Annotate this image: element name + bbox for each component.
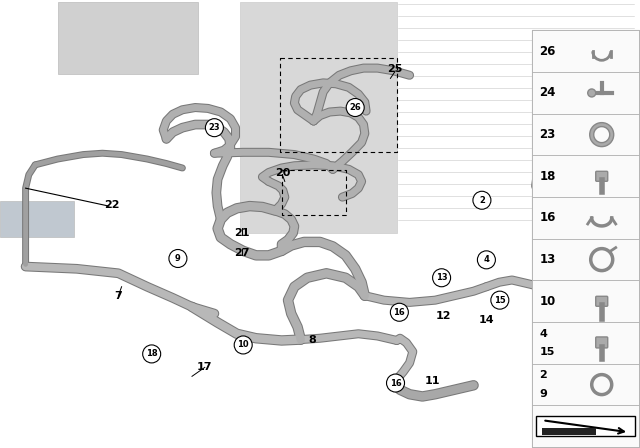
Circle shape [551, 123, 569, 141]
Circle shape [390, 303, 408, 321]
Circle shape [557, 170, 575, 188]
Text: 9: 9 [175, 254, 180, 263]
Text: 9: 9 [540, 389, 547, 399]
Text: 17: 17 [197, 362, 212, 372]
Text: 5: 5 [537, 284, 545, 294]
Circle shape [433, 269, 451, 287]
Text: 8: 8 [308, 336, 316, 345]
Text: 26: 26 [349, 103, 361, 112]
Circle shape [346, 99, 364, 116]
Circle shape [477, 251, 495, 269]
Text: 23: 23 [540, 128, 556, 141]
FancyBboxPatch shape [0, 201, 74, 237]
Bar [532, 114, 639, 155]
Bar [532, 364, 639, 405]
Text: 25: 25 [387, 65, 403, 74]
FancyBboxPatch shape [240, 2, 397, 233]
Text: 12: 12 [436, 311, 451, 321]
Text: 27: 27 [234, 248, 250, 258]
Text: 2: 2 [563, 175, 570, 184]
Text: 7: 7 [115, 291, 122, 301]
Text: 11: 11 [424, 376, 440, 386]
Text: 19: 19 [549, 106, 564, 116]
Text: 2: 2 [479, 196, 485, 205]
Bar [532, 405, 639, 447]
FancyBboxPatch shape [596, 171, 608, 181]
Circle shape [387, 374, 404, 392]
Bar [532, 239, 639, 280]
Text: 6: 6 [556, 284, 564, 294]
Circle shape [588, 89, 596, 97]
Text: 22: 22 [104, 200, 120, 210]
Text: 14: 14 [479, 315, 494, 325]
Text: 15: 15 [494, 296, 506, 305]
FancyBboxPatch shape [596, 337, 608, 348]
Text: 18: 18 [146, 349, 157, 358]
Text: 23: 23 [209, 123, 220, 132]
Bar [543, 428, 596, 435]
Text: 4: 4 [483, 255, 490, 264]
Text: 10: 10 [237, 340, 249, 349]
Bar [532, 30, 639, 447]
Text: 13: 13 [540, 253, 556, 266]
Text: 18: 18 [540, 170, 556, 183]
Text: 20: 20 [275, 168, 291, 178]
FancyBboxPatch shape [596, 296, 608, 306]
Bar [532, 72, 639, 114]
Text: 16: 16 [394, 308, 405, 317]
Bar [536, 416, 635, 436]
Text: 15: 15 [540, 347, 555, 357]
Text: 13: 13 [436, 273, 447, 282]
Text: 24: 24 [554, 128, 566, 137]
Bar [532, 197, 639, 239]
Bar [532, 30, 639, 72]
Bar [532, 322, 639, 364]
Bar [532, 280, 639, 322]
Circle shape [491, 291, 509, 309]
Text: 10: 10 [540, 295, 556, 308]
Text: 2: 2 [540, 370, 547, 380]
Text: 4: 4 [540, 329, 547, 339]
Text: 1: 1 [553, 224, 561, 233]
Circle shape [205, 119, 223, 137]
Circle shape [169, 250, 187, 267]
Text: 3: 3 [575, 304, 583, 314]
Bar [532, 155, 639, 197]
Circle shape [143, 345, 161, 363]
Circle shape [234, 336, 252, 354]
Text: 21: 21 [234, 228, 250, 238]
Text: 16: 16 [390, 379, 401, 388]
Text: 26: 26 [540, 45, 556, 58]
Text: 24: 24 [540, 86, 556, 99]
FancyBboxPatch shape [58, 2, 198, 74]
Text: 16: 16 [540, 211, 556, 224]
Circle shape [473, 191, 491, 209]
